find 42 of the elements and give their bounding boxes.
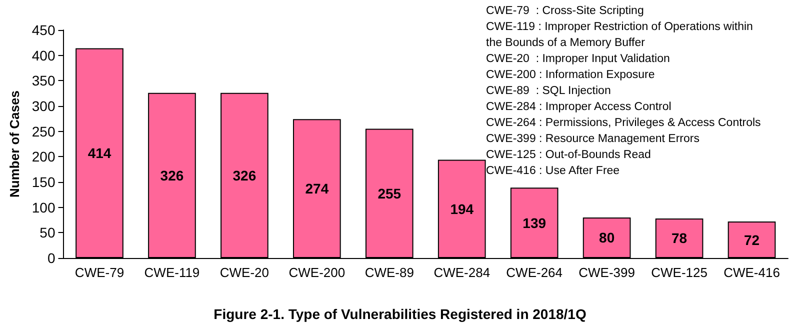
data-label: 139 bbox=[522, 214, 546, 231]
y-tick-label: 0 bbox=[47, 250, 56, 266]
y-tick-label: 400 bbox=[32, 47, 56, 64]
data-label: 72 bbox=[744, 232, 760, 248]
annotation: CWE-416 : Use After Free bbox=[486, 165, 620, 177]
x-tick-label: CWE-119 bbox=[144, 265, 200, 280]
data-label: 194 bbox=[450, 200, 474, 217]
annotation: CWE-264 : Permissions, Privileges & Access Controls bbox=[486, 117, 762, 129]
x-tick-label: CWE-399 bbox=[578, 265, 635, 280]
data-label: 80 bbox=[599, 230, 615, 246]
annotation: CWE-284 : Improper Access Control bbox=[486, 101, 672, 113]
data-label: 326 bbox=[232, 167, 256, 184]
y-tick-label: 250 bbox=[32, 123, 56, 140]
y-tick-label: 350 bbox=[32, 72, 56, 89]
x-tick-label: CWE-89 bbox=[364, 265, 414, 280]
y-tick-label: 100 bbox=[32, 199, 56, 216]
y-tick-label: 150 bbox=[32, 174, 56, 190]
y-axis-title: Number of Cases bbox=[7, 90, 22, 198]
data-label: 78 bbox=[672, 230, 688, 246]
annotation: CWE-200 : Information Exposure bbox=[486, 69, 655, 81]
x-tick-label: CWE-200 bbox=[288, 265, 346, 280]
data-label: 255 bbox=[378, 185, 402, 202]
x-tick-label: CWE-284 bbox=[434, 265, 490, 280]
annotation: CWE-125 : Out-of-Bounds Read bbox=[486, 149, 651, 161]
text: CWE-79 : Cross-Site Scripting bbox=[486, 5, 644, 17]
x-tick-label: CWE-416 bbox=[724, 265, 780, 280]
x-tick-label: CWE-79 bbox=[74, 265, 124, 280]
y-tick-label: 450 bbox=[32, 22, 56, 38]
annotation: CWE-399 : Resource Management Errors bbox=[486, 133, 700, 145]
y-tick-label: 200 bbox=[32, 148, 56, 165]
text: Figure 2-1. Type of Vulnerabilities Registered in 2018/1Q bbox=[214, 306, 586, 322]
annotation: CWE-119 : Improper Restriction of Operations within the Bounds of a Memory Buffer bbox=[486, 21, 756, 49]
data-label: 414 bbox=[88, 145, 112, 162]
data-label: 274 bbox=[305, 180, 329, 197]
y-tick-label: 300 bbox=[32, 98, 56, 114]
x-tick-label: CWE-20 bbox=[220, 265, 270, 280]
x-tick-label: CWE-125 bbox=[651, 265, 708, 280]
data-label: 326 bbox=[160, 167, 184, 184]
annotation: CWE-89 : SQL Injection bbox=[486, 85, 611, 97]
y-tick-label: 50 bbox=[40, 224, 56, 241]
x-tick-label: CWE-264 bbox=[506, 265, 563, 280]
annotation: CWE-20 : Improper Input Validation bbox=[486, 53, 670, 65]
